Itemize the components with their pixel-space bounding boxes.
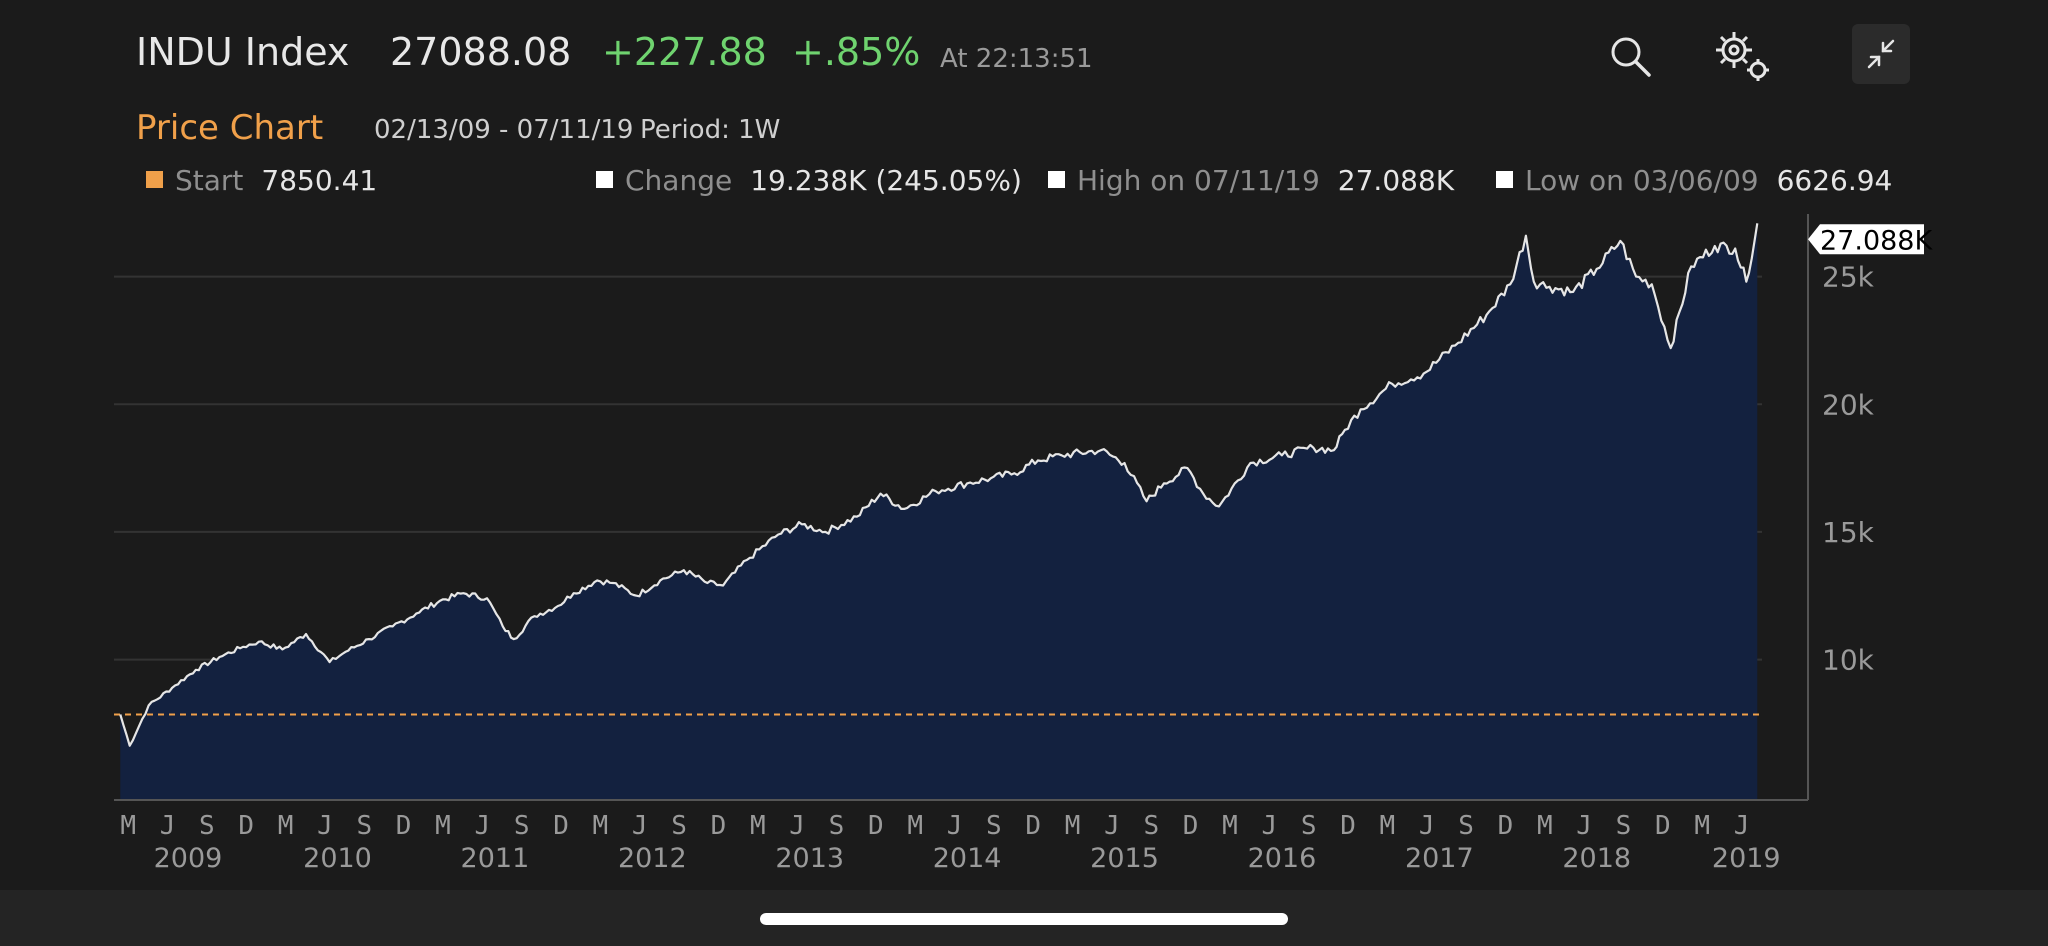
- legend-value: 27.088K: [1337, 164, 1455, 197]
- x-month-label: S: [514, 811, 530, 841]
- legend-value: 6626.94: [1776, 164, 1893, 197]
- y-tick-label: 10k: [1822, 644, 1875, 677]
- date-range[interactable]: 02/13/09 - 07/11/19: [374, 115, 634, 145]
- x-year-label: 2017: [1405, 843, 1474, 874]
- x-year-label: 2014: [933, 843, 1002, 874]
- x-month-label: M: [593, 811, 609, 841]
- x-month-label: J: [1262, 811, 1278, 841]
- x-month-label: M: [1065, 811, 1081, 841]
- home-indicator[interactable]: [760, 913, 1288, 925]
- net-change: +227.88: [602, 30, 767, 74]
- legend-swatch-change: [596, 170, 613, 188]
- x-month-label: J: [474, 811, 490, 841]
- legend-value: 7850.41: [261, 164, 378, 197]
- x-month-label: M: [435, 811, 451, 841]
- x-month-label: M: [120, 811, 136, 841]
- x-month-label: J: [1419, 811, 1435, 841]
- legend-swatch-high: [1048, 170, 1065, 188]
- x-month-label: S: [199, 811, 215, 841]
- x-month-label: S: [1301, 811, 1317, 841]
- x-year-label: 2018: [1562, 843, 1631, 874]
- x-month-label: M: [1694, 811, 1710, 841]
- x-month-label: D: [553, 811, 569, 841]
- x-month-label: J: [1576, 811, 1592, 841]
- x-month-label: S: [356, 811, 372, 841]
- x-year-label: 2019: [1712, 843, 1781, 874]
- x-month-label: M: [907, 811, 923, 841]
- y-tick-label: 15k: [1822, 516, 1875, 549]
- x-month-label: D: [1498, 811, 1514, 841]
- period-selector[interactable]: Period: 1W: [640, 115, 781, 145]
- x-year-label: 2012: [618, 843, 687, 874]
- legend-swatch-start: [146, 170, 163, 188]
- search-icon[interactable]: [1608, 34, 1652, 78]
- gear-icon[interactable]: [1712, 28, 1774, 84]
- x-year-label: 2011: [461, 843, 530, 874]
- last-price: 27088.08: [390, 30, 572, 74]
- x-month-label: J: [1734, 811, 1750, 841]
- x-month-label: M: [1222, 811, 1238, 841]
- chart-title[interactable]: Price Chart: [136, 108, 324, 148]
- legend-label: Low on 03/06/09: [1525, 164, 1759, 197]
- x-month-label: D: [1183, 811, 1199, 841]
- collapse-icon[interactable]: [1852, 24, 1910, 84]
- legend-label: Change: [625, 164, 733, 197]
- x-month-label: D: [1655, 811, 1671, 841]
- x-month-label: S: [671, 811, 687, 841]
- legend-label: High on 07/11/19: [1077, 164, 1320, 197]
- x-month-label: M: [1537, 811, 1553, 841]
- legend-label: Start: [175, 164, 244, 197]
- legend-swatch-low: [1496, 170, 1513, 188]
- x-month-label: S: [1143, 811, 1159, 841]
- header: INDU Index 27088.08 +227.88 +.85% At 22:…: [0, 0, 2048, 110]
- x-month-label: D: [396, 811, 412, 841]
- x-month-label: D: [238, 811, 254, 841]
- series-area: [120, 223, 1758, 801]
- series-line: [119, 223, 1759, 747]
- legend-high: High on 07/11/19 27.088K: [1048, 164, 1454, 197]
- x-month-label: J: [947, 811, 963, 841]
- x-month-label: S: [986, 811, 1002, 841]
- x-month-label: J: [632, 811, 648, 841]
- y-tick-label: 25k: [1822, 261, 1875, 294]
- last-value-label: 27.088K: [1820, 225, 1933, 256]
- ticker-symbol[interactable]: INDU Index: [136, 30, 350, 74]
- y-tick-label: 20k: [1822, 388, 1875, 421]
- percent-change: +.85%: [792, 30, 921, 74]
- legend-start: Start 7850.41: [146, 164, 377, 197]
- x-month-label: J: [317, 811, 333, 841]
- x-month-label: J: [1104, 811, 1120, 841]
- last-value-tag: [1808, 224, 1924, 255]
- x-month-label: M: [750, 811, 766, 841]
- x-year-label: 2016: [1248, 843, 1317, 874]
- x-year-label: 2013: [775, 843, 844, 874]
- x-month-label: S: [1616, 811, 1632, 841]
- x-year-label: 2010: [303, 843, 372, 874]
- x-year-label: 2015: [1090, 843, 1159, 874]
- x-year-label: 2009: [154, 843, 223, 874]
- x-month-label: D: [1340, 811, 1356, 841]
- quote-time: At 22:13:51: [940, 44, 1093, 74]
- x-month-label: M: [1380, 811, 1396, 841]
- x-month-label: S: [829, 811, 845, 841]
- x-month-label: D: [1025, 811, 1041, 841]
- x-month-label: J: [789, 811, 805, 841]
- x-month-label: D: [711, 811, 727, 841]
- legend-low: Low on 03/06/09 6626.94: [1496, 164, 1892, 197]
- legend-change: Change 19.238K (245.05%): [596, 164, 1022, 197]
- legend-value: 19.238K (245.05%): [750, 164, 1022, 197]
- x-month-label: S: [1458, 811, 1474, 841]
- x-month-label: J: [160, 811, 176, 841]
- x-month-label: D: [868, 811, 884, 841]
- x-month-label: M: [278, 811, 294, 841]
